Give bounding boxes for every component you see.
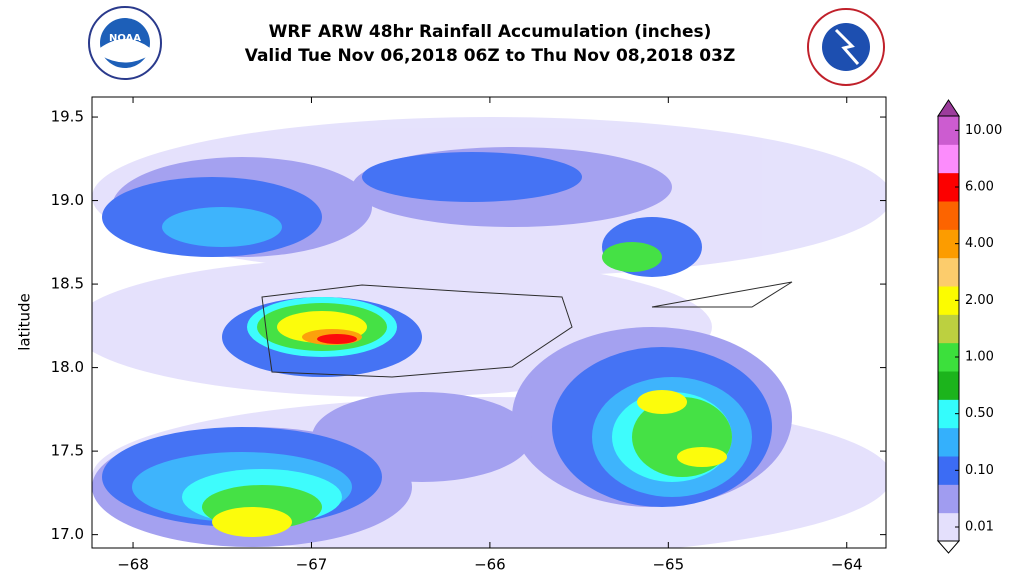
x-tick-label: −66 [474, 556, 506, 574]
colorbar-label: 0.01 [965, 520, 994, 535]
y-tick-label: 17.5 [51, 442, 84, 460]
colorbar-band [938, 116, 959, 145]
colorbar-band [938, 201, 959, 230]
colorbar-band [938, 342, 959, 372]
title: WRF ARW 48hr Rainfall Accumulation (inch… [269, 22, 712, 42]
colorbar-over [937, 99, 960, 117]
colorbar-label: 0.50 [965, 406, 994, 421]
y-tick-label: 19.5 [51, 108, 84, 126]
colorbar-label: 1.00 [965, 350, 994, 365]
y-tick-label: 17.0 [51, 525, 84, 543]
colorbar-label: 2.00 [965, 293, 994, 308]
logo-text: NOAA [109, 33, 141, 44]
rainfall-field [92, 97, 886, 548]
colorbar-band [938, 172, 959, 202]
colorbar-label: 4.00 [965, 236, 994, 251]
x-tick-label: −64 [831, 556, 863, 574]
colorbar-label: 10.00 [965, 123, 1002, 138]
y-tick-label: 18.5 [51, 275, 84, 293]
colorbar-under [936, 540, 961, 554]
colorbar-label: 0.10 [965, 463, 994, 478]
y-tick-label: 18.0 [51, 358, 84, 376]
plot-frame [91, 96, 887, 549]
colorbar-band [938, 399, 959, 429]
colorbar-band [938, 484, 959, 514]
subtitle: Valid Tue Nov 06,2018 06Z to Thu Nov 08,… [245, 46, 736, 66]
colorbar-band [938, 257, 959, 287]
colorbar-band [938, 144, 959, 174]
colorbar-band [938, 286, 959, 315]
colorbar-band [938, 456, 959, 485]
x-tick-label: −68 [117, 556, 149, 574]
colorbar-label: 6.00 [965, 180, 994, 195]
x-tick-label: −67 [296, 556, 328, 574]
colorbar-band [938, 427, 959, 457]
noaa-logo: NOAA [88, 6, 162, 80]
y-tick-label: 19.0 [51, 191, 84, 209]
x-tick-label: −65 [652, 556, 684, 574]
colorbar-band [938, 314, 959, 344]
colorbar-band [938, 229, 959, 259]
y-axis-label: latitude [16, 293, 34, 351]
colorbar-band [938, 371, 959, 400]
colorbar-band [938, 512, 959, 542]
colorbar-frame [937, 115, 960, 542]
nws-logo [807, 8, 885, 86]
